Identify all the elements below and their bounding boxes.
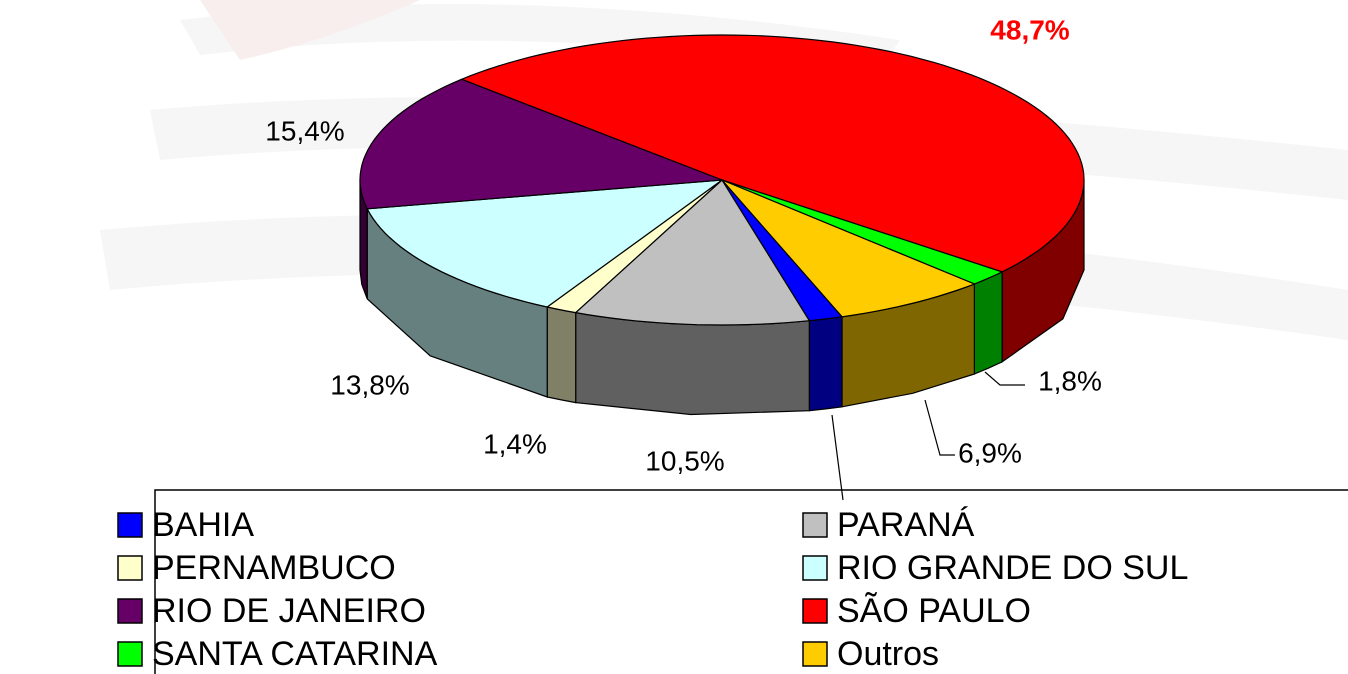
value-label: 1,8% [1038, 365, 1102, 396]
legend-label: SÃO PAULO [837, 592, 1031, 630]
legend-swatch [118, 556, 142, 580]
legend-label: SANTA CATARINA [152, 635, 438, 673]
legend-swatch [118, 599, 142, 623]
leader-line [925, 400, 955, 455]
leader-line [985, 372, 1025, 385]
value-label: 48,7% [990, 14, 1069, 45]
slice-side [809, 317, 842, 411]
legend-swatch [118, 513, 142, 537]
legend-label: PERNAMBUCO [152, 549, 396, 587]
legend-label: BAHIA [152, 506, 254, 544]
legend-swatch [803, 513, 827, 537]
legend-label: PARANÁ [837, 506, 975, 544]
legend-swatch [803, 599, 827, 623]
slice-side [974, 272, 1002, 374]
value-label: 1,4% [483, 428, 547, 459]
slice-side [576, 313, 810, 415]
legend-label: RIO GRANDE DO SUL [837, 549, 1188, 587]
value-label: 15,4% [265, 115, 344, 146]
legend-label: Outros [837, 635, 939, 673]
legend-swatch [118, 642, 142, 666]
value-label: 13,8% [330, 369, 409, 400]
legend-swatch [803, 642, 827, 666]
slice-side [547, 307, 576, 403]
pie-tops [360, 35, 1084, 325]
legend-swatch [803, 556, 827, 580]
chart: 10,5% 1,4% 13,8% 15,4% 48,7% 1,8% 6,9% BAHIA PAR… [0, 0, 1348, 674]
value-label: 6,9% [958, 437, 1022, 468]
value-label: 10,5% [645, 445, 724, 476]
leader-line [832, 415, 843, 500]
legend-label: RIO DE JANEIRO [152, 592, 426, 630]
